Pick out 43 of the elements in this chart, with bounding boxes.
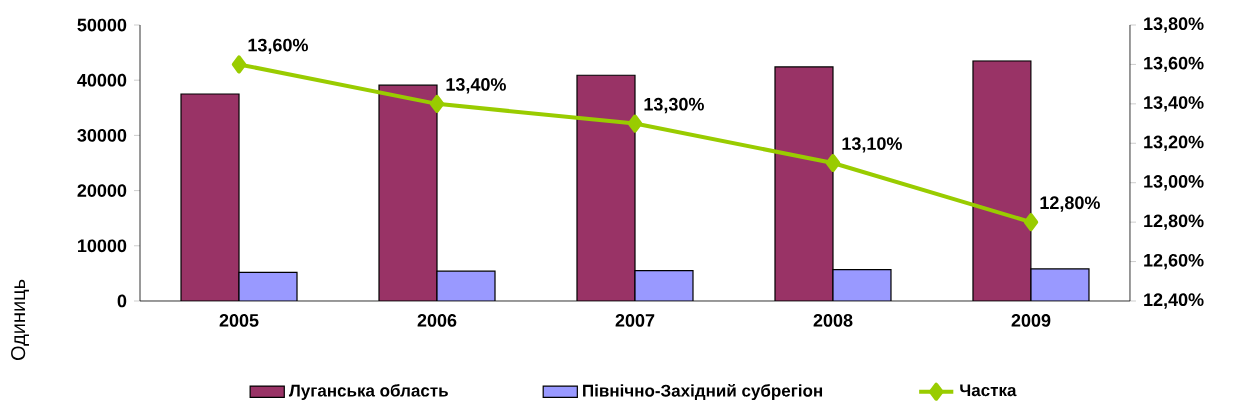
y-tick-label: 20000 xyxy=(77,184,127,197)
y2-tick-label: 13,00% xyxy=(1144,175,1204,191)
bar xyxy=(577,75,635,301)
y-tick-label: 50000 xyxy=(77,18,127,32)
point xyxy=(231,55,247,74)
y2-tick-label: 12,40% xyxy=(1144,293,1204,309)
bar xyxy=(972,60,1032,301)
y-tick-label: 40000 xyxy=(77,73,127,87)
x-tick-label: 2007 xyxy=(615,314,655,327)
y2-tick-label: 13,40% xyxy=(1144,96,1204,112)
data-label: 13,30% xyxy=(644,97,704,114)
legend-label: Частка xyxy=(960,384,1017,397)
bar xyxy=(379,85,437,301)
y-tick-label: 10000 xyxy=(78,239,127,253)
y2-tick-label: 13,60% xyxy=(1144,56,1204,73)
data-label: 13,10% xyxy=(842,137,902,153)
legend-label: Луганська область xyxy=(288,383,448,400)
data-label: 12,80% xyxy=(1040,196,1100,212)
x-tick-label: 2005 xyxy=(219,314,259,327)
data-label: 13,60% xyxy=(248,38,308,55)
y2-tick-label: 13,20% xyxy=(1144,135,1204,151)
x-tick-label: 2009 xyxy=(1011,314,1051,327)
point xyxy=(627,114,643,133)
bar xyxy=(437,271,496,301)
legend-label: Північно-Західний субрегіон xyxy=(583,383,823,401)
point xyxy=(429,94,445,113)
bar xyxy=(1030,268,1090,301)
y2-tick-label: 12,60% xyxy=(1144,253,1204,270)
x-tick-label: 2006 xyxy=(417,314,457,327)
y2-tick-label: 13,80% xyxy=(1144,17,1204,33)
y-tick-label: 30000 xyxy=(77,129,127,142)
data-label: 13,40% xyxy=(446,78,506,94)
bar xyxy=(181,94,240,301)
point xyxy=(825,153,841,172)
x-tick-label: 2008 xyxy=(813,314,853,327)
bar xyxy=(635,270,693,301)
bar xyxy=(832,269,891,301)
point xyxy=(1023,213,1039,232)
bar xyxy=(774,66,833,301)
bar xyxy=(239,272,298,301)
y-axis-title: Одиниць xyxy=(11,279,29,361)
y2-tick-label: 12,80% xyxy=(1144,214,1204,230)
y-tick-label: 0 xyxy=(117,294,127,308)
